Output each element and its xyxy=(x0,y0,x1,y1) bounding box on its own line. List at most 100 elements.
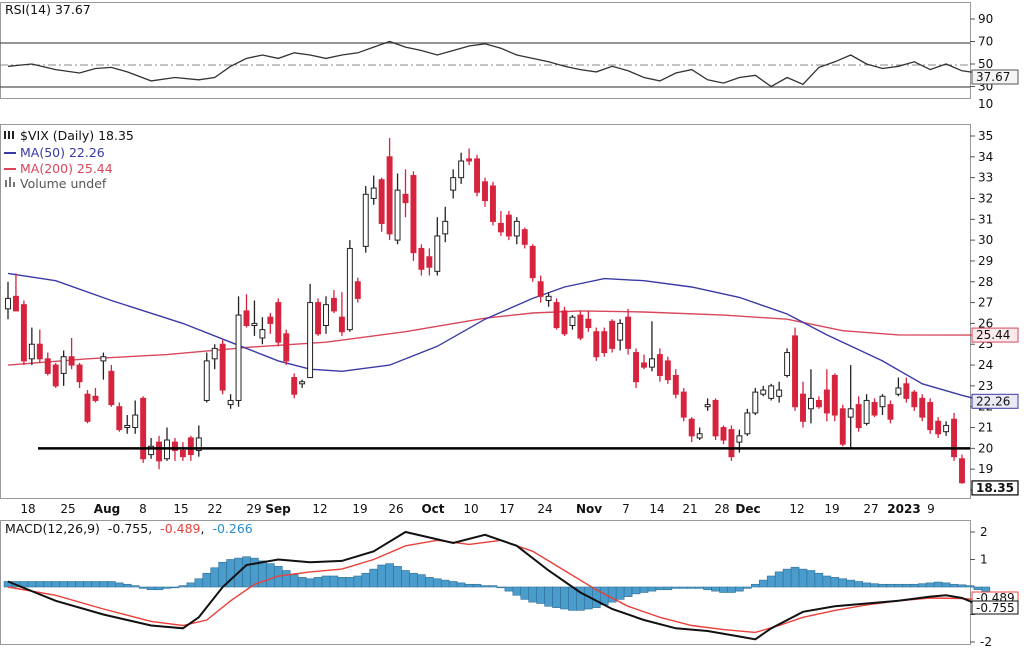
macd-histogram-bar xyxy=(488,585,498,588)
macd-histogram-bar xyxy=(814,572,824,588)
macd-histogram-bar xyxy=(751,583,760,588)
candle xyxy=(108,365,115,407)
candle xyxy=(919,394,926,422)
ma200-value-box: 25.44 xyxy=(971,327,1019,343)
macd-histogram-bar xyxy=(774,571,784,588)
candle xyxy=(259,317,266,345)
candle xyxy=(330,290,337,313)
candle xyxy=(633,348,640,388)
candle-body xyxy=(36,343,43,360)
x-tick-label: 29 xyxy=(246,502,261,516)
macd-histogram-bar xyxy=(846,579,855,588)
macd-histogram-bar xyxy=(146,586,156,591)
macd-histogram-bar xyxy=(138,586,148,589)
price-tick-label: 34 xyxy=(978,150,993,164)
price-legend: $VIX (Daily) 18.35 MA(50) 22.26 MA(200) … xyxy=(4,128,134,191)
candle xyxy=(641,354,647,370)
macd-histogram-bar xyxy=(266,563,275,588)
candle-body xyxy=(60,356,67,374)
macd-histogram-bar xyxy=(790,566,800,588)
candle xyxy=(593,327,600,361)
candle xyxy=(12,273,19,312)
rsi-tick-label: 50 xyxy=(978,57,993,71)
candle-body xyxy=(553,302,560,329)
candle-body xyxy=(458,160,465,179)
candle-body xyxy=(267,316,274,324)
macd-histogram-bar xyxy=(329,575,339,588)
macd-line-group xyxy=(7,530,987,641)
candle-body xyxy=(744,412,751,435)
candle xyxy=(712,398,719,441)
candle xyxy=(124,415,131,434)
candle-body xyxy=(132,414,139,429)
price-panel: 353433323130292827262524232221201918 $VI… xyxy=(0,124,1019,499)
candle-body xyxy=(315,302,322,335)
candle-body xyxy=(275,302,282,343)
candle-body xyxy=(688,418,695,437)
candle-body xyxy=(338,316,345,333)
candle-body xyxy=(179,449,186,458)
candle xyxy=(513,217,520,245)
candle-body xyxy=(44,358,51,374)
macd-histogram-bar xyxy=(719,586,728,593)
rsi-value-label: 37.67 xyxy=(976,70,1010,84)
candle-body xyxy=(505,214,512,237)
macd-histogram-bar xyxy=(464,583,474,588)
candle-body xyxy=(887,404,894,420)
macd-tick-label: 2 xyxy=(980,525,988,539)
candle xyxy=(219,340,226,395)
candle xyxy=(474,154,481,197)
macd-histogram-bar xyxy=(560,586,569,610)
candle xyxy=(577,310,584,341)
candle xyxy=(370,175,377,205)
candle xyxy=(362,185,369,253)
candle xyxy=(243,294,250,328)
candle xyxy=(680,387,687,422)
x-tick-label: 25 xyxy=(60,502,75,516)
macd-histogram-bar xyxy=(496,586,506,589)
macd-histogram-bar xyxy=(758,579,768,588)
candle xyxy=(211,344,218,370)
macd-histogram-bar xyxy=(512,586,522,596)
candle-body xyxy=(855,404,862,429)
macd-tick-label: -2 xyxy=(980,635,992,649)
candle xyxy=(251,300,258,336)
candle xyxy=(378,177,385,232)
chart-menu-icon[interactable] xyxy=(4,131,14,139)
candle-body xyxy=(927,402,934,431)
candle-body xyxy=(800,393,806,422)
price-tick-label: 30 xyxy=(978,233,993,247)
x-tick-label: 27 xyxy=(863,502,878,516)
candle-body xyxy=(752,391,759,414)
candle-body xyxy=(20,304,27,362)
price-tick-label: 19 xyxy=(978,462,993,476)
candle-body xyxy=(959,458,965,484)
candle xyxy=(768,383,775,401)
macd-value-box: -0.755 xyxy=(971,600,1019,615)
candle xyxy=(307,283,314,379)
macd-histogram-bar xyxy=(289,574,299,588)
candle xyxy=(664,356,671,384)
macd-histogram-bar xyxy=(27,581,37,588)
macd-histogram-bar xyxy=(902,583,911,588)
macd-histogram-bar xyxy=(448,581,458,588)
candle-body xyxy=(259,329,266,339)
candle-body xyxy=(243,310,250,326)
candle xyxy=(672,369,679,399)
candle-body xyxy=(609,320,616,349)
candle-body xyxy=(426,256,433,268)
rsi-tick-label: 70 xyxy=(978,35,993,49)
candle-body xyxy=(720,427,727,441)
macd-histogram-bar xyxy=(409,572,418,588)
price-tick-label: 33 xyxy=(978,171,993,185)
x-tick-label: Oct xyxy=(421,502,444,516)
candle xyxy=(505,210,512,241)
rsi-frame xyxy=(0,2,971,99)
candle-body xyxy=(466,158,473,162)
candle xyxy=(458,152,465,184)
candle xyxy=(394,173,401,245)
candle-body xyxy=(410,175,417,254)
macd-histogram-bar xyxy=(520,586,530,600)
ma50-value-box: 22.26 xyxy=(971,393,1019,409)
